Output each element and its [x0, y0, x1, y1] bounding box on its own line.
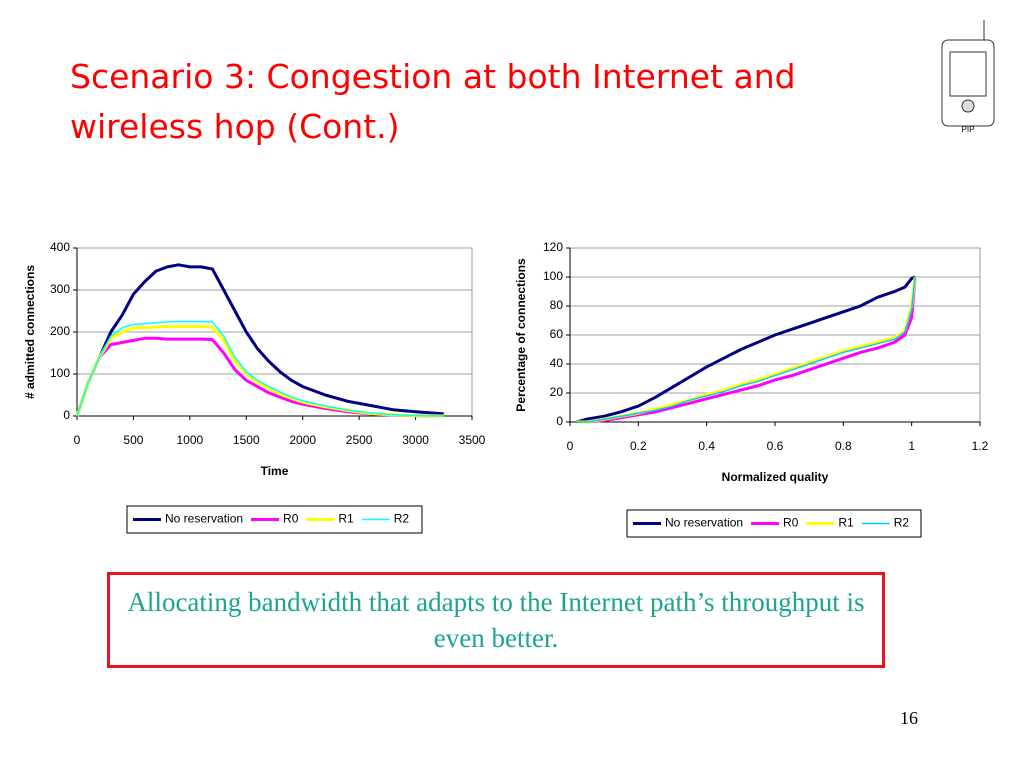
x-tick-label: 1000	[177, 433, 204, 447]
icon-label: PIP	[962, 125, 975, 134]
x-tick-label: 1.2	[972, 439, 989, 453]
y-tick-label: 60	[550, 327, 564, 341]
x-tick-label: 1500	[233, 433, 260, 447]
y-tick-label: 0	[63, 408, 70, 422]
y-tick-label: 100	[50, 366, 70, 380]
legend-label: R2	[394, 512, 410, 526]
x-axis-label: Normalized quality	[722, 470, 829, 484]
x-tick-label: 3000	[402, 433, 429, 447]
x-tick-label: 1	[908, 439, 915, 453]
x-tick-label: 2000	[289, 433, 316, 447]
pda-button	[961, 99, 975, 113]
legend-label: No reservation	[165, 512, 243, 526]
slide-title: Scenario 3: Congestion at both Internet …	[70, 57, 796, 146]
x-tick-label: 3500	[459, 433, 486, 447]
legend-label: R0	[783, 516, 799, 530]
pda-icon: PIP	[941, 20, 995, 134]
x-tick-label: 0.8	[835, 439, 852, 453]
x-tick-label: 0	[74, 433, 81, 447]
legend-label: R2	[894, 516, 910, 530]
page-number: 16	[900, 708, 918, 728]
legend-label: No reservation	[665, 516, 743, 530]
x-tick-label: 2500	[346, 433, 373, 447]
y-tick-label: 40	[550, 356, 564, 370]
x-axis-label: Time	[261, 464, 289, 478]
x-tick-label: 500	[123, 433, 143, 447]
caption-text: Allocating bandwidth that adapts to the …	[127, 587, 865, 653]
legend-label: R1	[838, 516, 854, 530]
y-axis-label: # admitted connections	[23, 265, 37, 399]
y-axis-label: Percentage of connections	[514, 258, 528, 412]
y-tick-label: 80	[550, 298, 564, 312]
y-tick-label: 100	[543, 269, 563, 283]
series-line	[75, 263, 444, 417]
y-tick-label: 120	[543, 240, 563, 254]
x-tick-label: 0.2	[630, 439, 647, 453]
y-tick-label: 200	[50, 324, 70, 338]
y-tick-label: 20	[550, 385, 564, 399]
x-tick-label: 0.6	[767, 439, 784, 453]
x-tick-label: 0	[567, 439, 574, 453]
caption: Allocating bandwidth that adapts to the …	[107, 572, 885, 668]
legend-label: R1	[338, 512, 354, 526]
pda-screen	[949, 51, 987, 97]
series-line	[576, 275, 916, 424]
series-line	[576, 276, 916, 423]
y-tick-label: 0	[556, 414, 563, 428]
series-line	[76, 320, 444, 417]
y-tick-label: 300	[50, 282, 70, 296]
legend-label: R0	[283, 512, 299, 526]
x-tick-label: 0.4	[698, 439, 715, 453]
y-tick-label: 400	[50, 240, 70, 254]
